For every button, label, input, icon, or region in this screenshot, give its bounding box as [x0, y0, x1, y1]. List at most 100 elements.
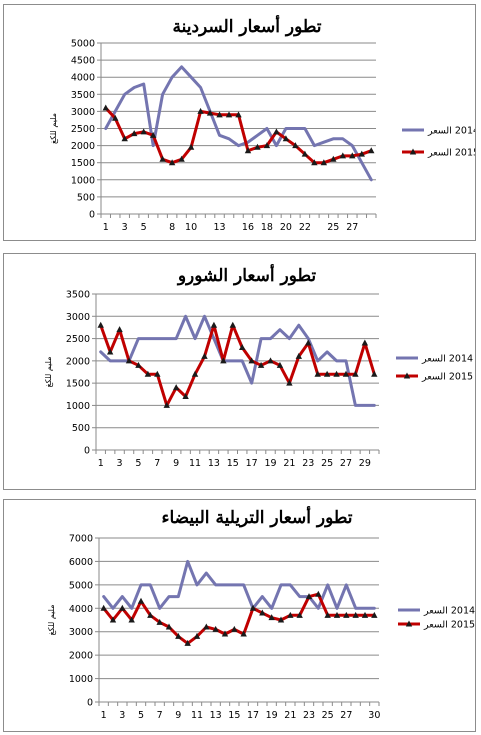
y-tick-label: 6000 [69, 557, 93, 568]
data-point-marker [324, 611, 331, 618]
data-point-marker [305, 593, 313, 600]
y-tick-label: 1500 [71, 158, 95, 169]
data-point-marker [244, 147, 252, 154]
x-tick-label: 18 [261, 222, 273, 233]
data-point-marker [323, 370, 331, 377]
data-point-marker [178, 155, 185, 162]
legend-entry-2: 2015 السعر [423, 620, 475, 631]
data-point-marker [311, 159, 318, 166]
data-point-marker [352, 370, 359, 377]
data-point-marker [254, 143, 261, 150]
legend-marker [405, 620, 413, 627]
x-tick-label: 10 [185, 222, 197, 233]
chart-panel-sardine: تطور أسعار السردينة 0 500 1000 1500 2000 2500 3… [3, 4, 476, 241]
data-point-marker [349, 152, 356, 159]
chart-shouro: تطور أسعار الشورو 0 500 1000 1500 2000 2500 300… [44, 263, 473, 469]
data-point-marker [220, 357, 227, 364]
data-point-marker [358, 150, 365, 157]
x-tick-label: 27 [340, 458, 352, 469]
x-tick-label: 5 [138, 710, 144, 721]
data-point-marker [371, 611, 378, 618]
data-point-marker [149, 131, 157, 138]
data-point-marker [273, 128, 280, 135]
y-tick-label: 2000 [71, 141, 95, 152]
chart-trilia: تطور أسعار التريلية البيضاء 0 1000 2000 3000… [47, 505, 475, 721]
chart-title: تطور أسعار التريلية البيضاء [161, 505, 352, 528]
x-tick-label: 5 [135, 458, 141, 469]
y-tick-label: 4000 [71, 73, 95, 84]
y-tick-label: 4000 [69, 604, 93, 615]
y-tick-label: 1000 [69, 674, 93, 685]
data-point-marker [368, 147, 375, 154]
y-axis-label: مليم للكغ [49, 113, 58, 144]
x-tick-label: 13 [210, 710, 222, 721]
y-tick-label: 0 [87, 698, 93, 709]
data-point-marker [296, 611, 303, 618]
y-tick-label: 3500 [66, 290, 90, 301]
data-point-marker [257, 361, 265, 368]
data-point-marker [276, 361, 284, 368]
data-point-marker [239, 343, 246, 350]
y-tick-label: 1000 [66, 401, 90, 412]
data-point-marker [102, 104, 109, 111]
x-tick-label: 3 [122, 222, 128, 233]
data-point-marker [315, 590, 322, 597]
chart-panel-trilia: تطور أسعار التريلية البيضاء 0 1000 2000 3000… [3, 499, 476, 732]
x-tick-label: 13 [208, 458, 220, 469]
chart-sardine: تطور أسعار السردينة 0 500 1000 1500 2000 2500 3… [49, 14, 475, 233]
y-tick-label: 3000 [71, 107, 95, 118]
legend-entry-2: 2015 السعر [427, 148, 475, 159]
chart-title: تطور أسعار الشورو [176, 263, 317, 286]
x-tick-label: 5 [141, 222, 147, 233]
legend-entry-1: 2014 السعر [423, 606, 475, 617]
x-tick-label: 20 [280, 222, 292, 233]
data-point-marker [235, 111, 242, 118]
data-point-marker [301, 150, 309, 157]
legend-entry-1: 2014 السعر [427, 126, 475, 137]
data-point-marker [333, 370, 340, 377]
data-point-marker [268, 614, 275, 621]
x-tick-label: 11 [189, 458, 201, 469]
data-point-marker [277, 616, 285, 623]
series-line-1 [104, 65, 373, 182]
data-point-marker [361, 339, 369, 346]
data-point-marker [305, 339, 312, 346]
data-point-marker [229, 321, 236, 328]
data-point-marker [119, 604, 126, 611]
data-point-marker [140, 128, 147, 135]
y-tick-label: 5000 [69, 580, 93, 591]
data-point-marker [249, 604, 257, 611]
y-tick-label: 7000 [69, 534, 93, 545]
x-tick-label: 11 [191, 710, 203, 721]
y-tick-label: 3000 [66, 312, 90, 323]
x-tick-label: 25 [321, 458, 333, 469]
y-tick-label: 0 [89, 210, 95, 221]
y-tick-label: 4500 [71, 56, 95, 67]
data-point-marker [287, 611, 294, 618]
data-point-marker [286, 379, 293, 386]
data-point-marker [240, 630, 247, 637]
data-point-marker [248, 357, 255, 364]
x-tick-label: 13 [213, 222, 225, 233]
data-point-marker [320, 159, 328, 166]
data-point-marker [163, 401, 170, 408]
x-tick-label: 25 [327, 222, 339, 233]
data-point-marker [352, 611, 359, 618]
x-tick-label: 17 [246, 458, 258, 469]
x-tick-label: 15 [227, 458, 239, 469]
x-tick-label: 27 [346, 222, 358, 233]
data-point-marker [225, 111, 233, 118]
x-tick-label: 7 [157, 710, 163, 721]
data-point-marker [144, 370, 152, 377]
y-tick-label: 500 [72, 423, 90, 434]
data-point-marker [147, 611, 154, 618]
x-tick-label: 17 [247, 710, 259, 721]
data-point-marker [184, 639, 191, 646]
x-tick-label: 25 [322, 710, 334, 721]
data-point-marker [156, 618, 163, 625]
y-tick-label: 5000 [71, 39, 95, 50]
legend-marker [409, 148, 417, 155]
data-point-marker [203, 623, 210, 630]
data-point-marker [292, 142, 299, 149]
data-point-marker [197, 107, 204, 114]
